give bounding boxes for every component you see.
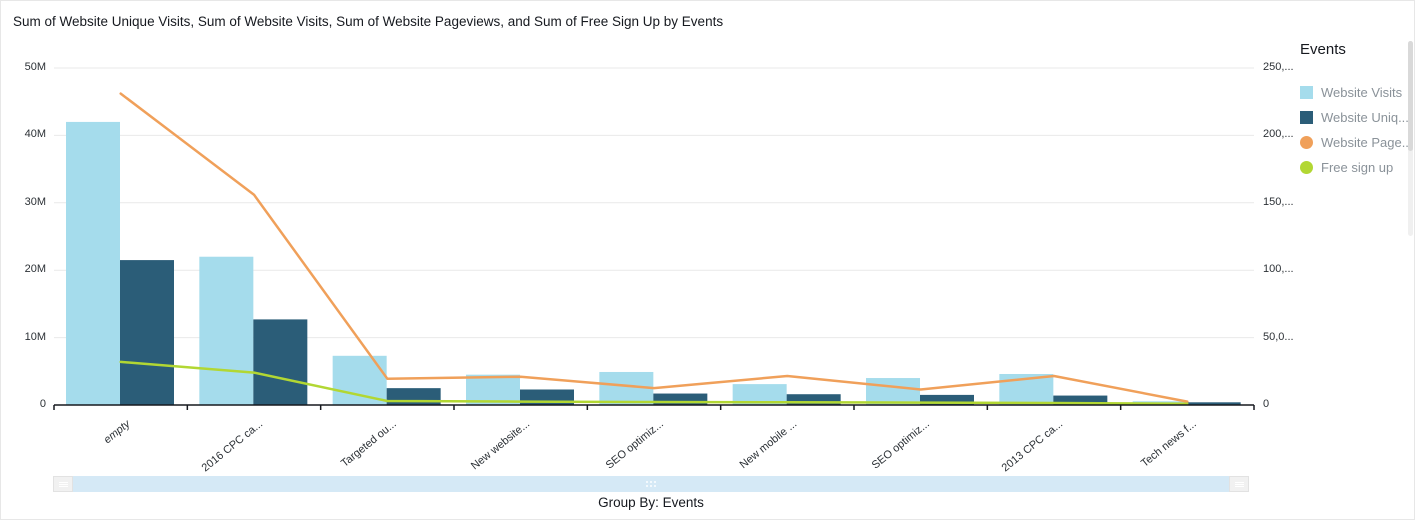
- x-axis: [53, 404, 1255, 410]
- legend-swatch-icon: [1300, 161, 1313, 174]
- legend-item-label: Free sign up: [1321, 160, 1394, 175]
- y-axis-left-label: 0: [39, 398, 46, 410]
- legend-item-label: Website Visits: [1321, 85, 1403, 100]
- h-scrollbar-right-handle[interactable]: [1229, 476, 1249, 492]
- legend: Events Website Visits Website Uniq... Webs…: [1300, 41, 1413, 180]
- legend-swatch-icon: [1300, 111, 1313, 124]
- h-scrollbar-left-handle[interactable]: [53, 476, 73, 492]
- legend-item-free-sign-up[interactable]: Free sign up: [1300, 155, 1405, 180]
- bar-website-visits[interactable]: [66, 121, 120, 406]
- y-axis-right-label: 150,...: [1263, 195, 1294, 208]
- legend-item-label: Website Uniq...: [1321, 110, 1409, 125]
- plot-area: [53, 67, 1255, 410]
- y-axis-left-label: 30M: [24, 195, 46, 208]
- y-axis-right-label: 250,...: [1263, 61, 1294, 73]
- bar-series-website-unique-visits: [120, 260, 1241, 405]
- bar-website-unique-visits[interactable]: [786, 394, 841, 405]
- h-scrollbar: [53, 476, 1249, 492]
- bar-website-unique-visits[interactable]: [653, 393, 708, 405]
- y-axis-right-label: 0: [1263, 398, 1270, 410]
- legend-swatch-icon: [1300, 86, 1313, 99]
- grip-dots-icon: [646, 481, 656, 487]
- bar-website-unique-visits[interactable]: [386, 388, 441, 405]
- bar-website-unique-visits[interactable]: [920, 394, 974, 405]
- group-by-label: Group By: Events: [598, 495, 704, 510]
- legend-scrollbar[interactable]: [1408, 41, 1413, 236]
- bar-website-visits[interactable]: [466, 374, 520, 405]
- grip-icon: [1234, 481, 1244, 488]
- line-free-sign-up[interactable]: [119, 360, 1189, 405]
- line-website-pageviews[interactable]: [119, 92, 1189, 403]
- y-axis-right-label: 100,...: [1263, 263, 1294, 276]
- h-scrollbar-track[interactable]: [73, 476, 1229, 492]
- bar-website-visits[interactable]: [199, 256, 254, 405]
- legend-scrollbar-thumb[interactable]: [1408, 41, 1413, 151]
- y-axis-right-label: 50,0...: [1263, 330, 1294, 343]
- legend-item-website-unique-visits[interactable]: Website Uniq...: [1300, 105, 1409, 130]
- legend-swatch-icon: [1300, 136, 1313, 149]
- y-axis-left-label: 40M: [24, 128, 46, 141]
- y-axis-left-label: 50M: [24, 61, 46, 73]
- bar-website-unique-visits[interactable]: [120, 260, 174, 405]
- bar-website-visits[interactable]: [332, 355, 387, 405]
- bar-website-unique-visits[interactable]: [1053, 395, 1108, 405]
- y-axis-right-label: 200,...: [1263, 128, 1294, 141]
- grip-icon: [58, 481, 68, 488]
- bar-website-visits[interactable]: [866, 378, 920, 405]
- legend-item-website-visits[interactable]: Website Visits: [1300, 80, 1405, 105]
- legend-item-label: Website Page...: [1321, 135, 1413, 150]
- y-axis-left-label: 20M: [24, 263, 46, 276]
- bar-series-website-visits: [66, 121, 1187, 406]
- bar-website-visits[interactable]: [732, 384, 787, 405]
- bar-website-unique-visits[interactable]: [1186, 402, 1241, 405]
- legend-item-website-pageviews[interactable]: Website Page...: [1300, 130, 1413, 155]
- legend-title: Events: [1300, 41, 1346, 58]
- bar-website-unique-visits[interactable]: [253, 319, 308, 405]
- chart-title: Sum of Website Unique Visits, Sum of Web…: [13, 14, 724, 29]
- y-axis-left-label: 10M: [24, 330, 46, 343]
